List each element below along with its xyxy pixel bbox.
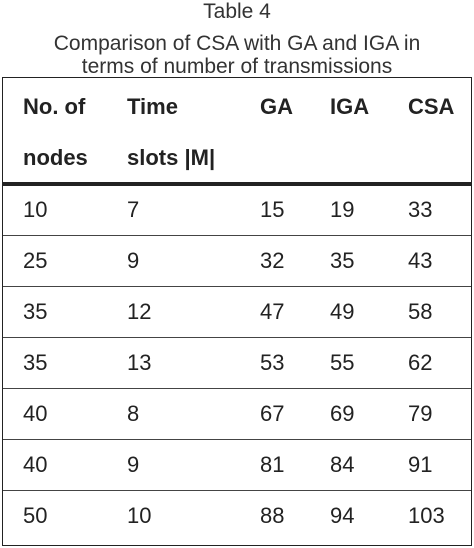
table-title-line-1: Comparison of CSA with GA and IGA in xyxy=(53,32,421,55)
cell-csa: 103 xyxy=(408,503,445,528)
cell-csa: 58 xyxy=(408,299,433,324)
cell-iga: 49 xyxy=(330,299,355,324)
header-nodes-line1: No. of xyxy=(23,94,86,119)
cell-ga: 15 xyxy=(260,197,285,222)
cell-csa: 91 xyxy=(408,452,433,477)
cell-ga: 88 xyxy=(260,503,285,528)
header-ga: GA xyxy=(260,94,293,119)
header-csa: CSA xyxy=(408,94,455,119)
cell-time-slots: 13 xyxy=(127,350,152,375)
cell-csa: 79 xyxy=(408,401,433,426)
cell-nodes: 40 xyxy=(23,401,48,426)
cell-ga: 81 xyxy=(260,452,285,477)
cell-nodes: 35 xyxy=(23,299,48,324)
cell-iga: 55 xyxy=(330,350,355,375)
table-row: 10 7 15 19 33 xyxy=(3,185,471,236)
cell-nodes: 50 xyxy=(23,503,48,528)
cell-time-slots: 12 xyxy=(127,299,152,324)
cell-nodes: 10 xyxy=(23,197,48,222)
table-row: 50 10 88 94 103 xyxy=(3,491,471,542)
cell-time-slots: 10 xyxy=(127,503,152,528)
cell-iga: 84 xyxy=(330,452,355,477)
cell-time-slots: 9 xyxy=(127,248,140,273)
cell-iga: 94 xyxy=(330,503,355,528)
table-title-line-2: terms of number of transmissions xyxy=(81,55,393,78)
cell-iga: 19 xyxy=(330,197,355,222)
table-row: 35 12 47 49 58 xyxy=(3,287,471,338)
cell-nodes: 35 xyxy=(23,350,48,375)
header-nodes-line2: nodes xyxy=(23,145,88,170)
cell-csa: 43 xyxy=(408,248,433,273)
table-label: Table 4 xyxy=(203,0,271,23)
cell-iga: 35 xyxy=(330,248,355,273)
table-row: 40 9 81 84 91 xyxy=(3,440,471,491)
cell-csa: 62 xyxy=(408,350,433,375)
table-row: 25 9 32 35 43 xyxy=(3,236,471,287)
header-time-slots-line2: slots |M| xyxy=(127,145,216,170)
table-header: No. of nodes Time slots |M| GA IGA CSA xyxy=(3,78,471,186)
cell-time-slots: 7 xyxy=(127,197,140,222)
table-row: 40 8 67 69 79 xyxy=(3,389,471,440)
cell-ga: 47 xyxy=(260,299,285,324)
cell-csa: 33 xyxy=(408,197,433,222)
cell-nodes: 40 xyxy=(23,452,48,477)
header-iga: IGA xyxy=(330,94,370,119)
cell-ga: 67 xyxy=(260,401,285,426)
cell-ga: 32 xyxy=(260,248,285,273)
table-row: 35 13 53 55 62 xyxy=(3,338,471,389)
header-time-slots-line1: Time xyxy=(127,94,178,119)
cell-time-slots: 9 xyxy=(127,452,140,477)
cell-nodes: 25 xyxy=(23,248,48,273)
comparison-table: No. of nodes Time slots |M| GA IGA CSA 1… xyxy=(2,77,472,546)
cell-iga: 69 xyxy=(330,401,355,426)
cell-ga: 53 xyxy=(260,350,285,375)
cell-time-slots: 8 xyxy=(127,401,140,426)
